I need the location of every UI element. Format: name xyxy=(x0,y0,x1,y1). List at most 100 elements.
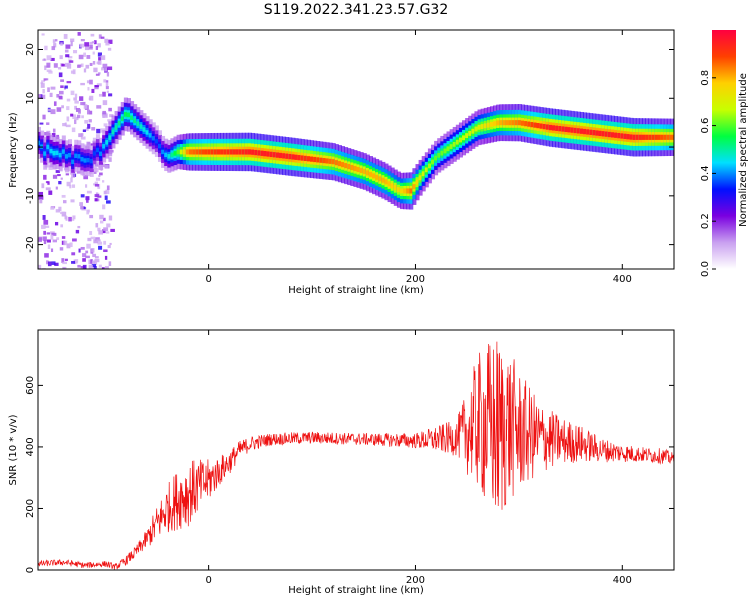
spectrogram-ridge-cell xyxy=(359,167,364,173)
spectrogram-noise-cell xyxy=(91,260,96,264)
spectrogram-noise-cell xyxy=(82,264,87,269)
spectrogram-ridge-cell xyxy=(80,157,85,162)
spectrogram-ridge-cell xyxy=(173,151,178,156)
spectrogram-ridge-cell xyxy=(291,154,296,160)
spectrogram-noise-cell xyxy=(106,200,111,204)
spectrogram-noise-cell xyxy=(105,86,109,90)
spectrogram-ridge-cell xyxy=(300,155,305,161)
spectrogram-ridge-cell xyxy=(310,156,315,162)
spectrogram-ridge-cell xyxy=(254,149,259,156)
spectrogram-x-axis-label: Height of straight line (km) xyxy=(288,285,424,296)
spectrogram-noise-cell xyxy=(57,67,62,70)
spectrogram-noise-cell xyxy=(103,249,108,253)
spectrogram-noise-cell xyxy=(83,104,88,109)
spectrogram-ridge-cell xyxy=(210,149,215,155)
spectrogram-ridge-cell xyxy=(164,152,169,158)
spectrogram-noise-cell xyxy=(76,114,81,119)
spectrogram-ridge-cell xyxy=(387,181,392,187)
spectrogram-noise-cell xyxy=(102,113,108,118)
figure-title: S119.2022.341.23.57.G32 xyxy=(264,2,449,18)
spectrogram-ridge-cell xyxy=(86,157,91,163)
spectrogram-noise-cell xyxy=(38,94,42,99)
spectrogram-ridge-cell xyxy=(161,149,166,155)
spectrogram-ridge-cell xyxy=(353,165,358,172)
spectrogram-noise-cell xyxy=(107,244,111,249)
spectrogram-ridge-cell xyxy=(319,157,324,163)
spectrogram-noise-cell xyxy=(50,206,55,210)
spectrogram-noise-cell xyxy=(101,229,106,234)
spectrogram-noise-cell xyxy=(103,217,106,222)
spectrogram-ridge-cell xyxy=(586,129,591,135)
spectrogram-ridge-cell xyxy=(71,159,76,164)
spectrogram-ridge-cell xyxy=(362,168,367,174)
spectrogram-ridge-cell xyxy=(331,159,336,165)
spectrogram-noise-cell xyxy=(41,80,45,83)
spectrogram-y-axis-label: Frequency (Hz) xyxy=(8,112,19,188)
spectrogram-ridge-cell xyxy=(157,143,162,149)
spectrogram-ridge-cell xyxy=(38,140,41,146)
spectrogram-frame xyxy=(37,29,675,270)
spectrogram-ridge-cell xyxy=(607,131,612,138)
spectrogram-noise-cell xyxy=(52,239,58,243)
spectrogram-ridge-cell xyxy=(232,149,237,155)
spectrogram-noise-cell xyxy=(97,43,101,48)
spectrogram-ridge-cell xyxy=(458,137,463,143)
spectrogram-ridge-cell xyxy=(198,149,203,155)
snr-series-line xyxy=(38,341,674,570)
spectrogram-ridge-cell xyxy=(74,153,79,158)
spectrogram-noise-cell xyxy=(47,181,50,185)
spectrogram-ridge-cell xyxy=(381,177,386,183)
spectrogram-ridge-cell xyxy=(294,154,299,160)
spectrogram-noise-cell xyxy=(100,36,105,39)
spectrogram-ridge-cell xyxy=(275,152,280,158)
spectrogram-noise-cell xyxy=(72,215,76,220)
spectrogram-noise-cell xyxy=(102,100,108,106)
spectrogram-noise-cell xyxy=(98,93,103,97)
snr-frame xyxy=(37,329,675,571)
spectrogram-noise-cell xyxy=(39,122,44,125)
spectrogram-noise-cell xyxy=(80,39,85,42)
spectrogram-ridge-cell xyxy=(216,149,221,155)
spectrogram-ridge-cell xyxy=(123,112,128,117)
spectrogram-ridge-cell xyxy=(111,129,116,135)
spectrogram-ridge-cell xyxy=(524,121,529,127)
spectrogram-ridge-cell xyxy=(536,122,541,129)
spectrogram-noise-cell xyxy=(64,85,68,89)
spectrogram-noise-cell xyxy=(108,261,112,267)
snr-plot-area xyxy=(38,341,674,570)
spectrogram-noise-cell xyxy=(70,199,75,203)
spectrogram-noise-cell xyxy=(55,186,58,190)
spectrogram-noise-cell xyxy=(91,248,95,253)
spectrogram-noise-cell xyxy=(74,93,78,98)
spectrogram-noise-cell xyxy=(84,42,90,47)
spectrogram-noise-cell xyxy=(86,209,90,215)
spectrogram-noise-cell xyxy=(97,227,101,232)
spectrogram-noise-cell xyxy=(65,124,71,128)
spectrogram-noise-cell xyxy=(62,261,67,265)
spectrogram-noise-cell xyxy=(102,204,106,210)
spectrogram-noise-cell xyxy=(106,231,110,234)
spectrogram-ridge-cell xyxy=(278,152,283,159)
spectrogram-noise-cell xyxy=(83,175,89,180)
spectrogram-ridge-cell xyxy=(660,134,665,140)
spectrogram-ridge-cell xyxy=(555,125,560,131)
spectrogram-ridge-cell xyxy=(238,149,243,155)
spectrogram-ridge-cell xyxy=(43,151,48,156)
spectrogram-noise-cell xyxy=(103,190,107,195)
spectrogram-ridge-cell xyxy=(474,126,479,132)
spectrogram-noise-cell xyxy=(60,224,64,228)
spectrogram-noise-cell xyxy=(101,67,106,71)
spectrogram-noise-cell xyxy=(64,122,67,127)
spectrogram-ridge-cell xyxy=(635,134,640,140)
spectrogram-ridge-cell xyxy=(399,188,404,194)
colorbar-tick-label: 0.6 xyxy=(700,118,711,134)
spectrogram-ridge-cell xyxy=(666,134,671,140)
spectrogram-ridge-cell xyxy=(92,151,97,156)
spectrogram-noise-cell xyxy=(41,183,45,189)
spectrogram-ridge-cell xyxy=(375,174,380,180)
spectrogram-noise-cell xyxy=(109,242,112,245)
spectrogram-noise-cell xyxy=(109,114,114,118)
spectrogram-noise-cell xyxy=(59,247,64,251)
spectrogram-noise-cell xyxy=(77,65,81,68)
spectrogram-noise-cell xyxy=(71,261,76,264)
